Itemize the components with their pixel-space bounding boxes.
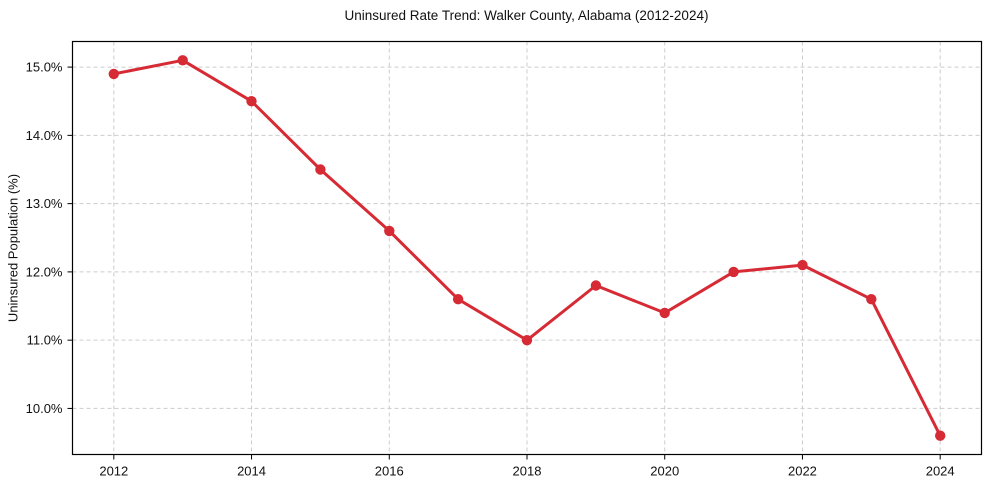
data-point	[108, 68, 120, 80]
data-point	[521, 335, 533, 346]
y-tick-label: 14.0%	[26, 128, 63, 143]
data-point	[866, 294, 877, 305]
data-point	[452, 294, 464, 305]
y-tick-label: 11.0%	[27, 333, 63, 348]
x-tick-label: 2012	[99, 464, 128, 479]
y-tick-label: 10.0%	[26, 401, 63, 416]
data-point	[384, 225, 395, 237]
chart-title: Uninsured Rate Trend: Walker County, Ala…	[344, 8, 709, 23]
data-point	[797, 259, 808, 271]
data-point	[659, 307, 670, 319]
x-tick-label: 2014	[237, 464, 266, 479]
x-tick-label: 2024	[926, 464, 955, 479]
y-tick-label: 12.0%	[26, 264, 63, 279]
data-point	[177, 55, 188, 66]
x-tick-label: 2018	[513, 464, 542, 479]
y-tick-label: 15.0%	[26, 60, 63, 75]
data-point	[728, 266, 739, 278]
data-point	[935, 430, 946, 441]
x-tick-label: 2020	[650, 464, 679, 479]
data-point	[590, 280, 602, 291]
data-point	[315, 164, 326, 175]
y-tick-label: 13.0%	[26, 196, 63, 211]
x-tick-label: 2016	[375, 464, 404, 479]
x-tick-label: 2022	[788, 464, 817, 479]
data-point	[246, 96, 257, 107]
